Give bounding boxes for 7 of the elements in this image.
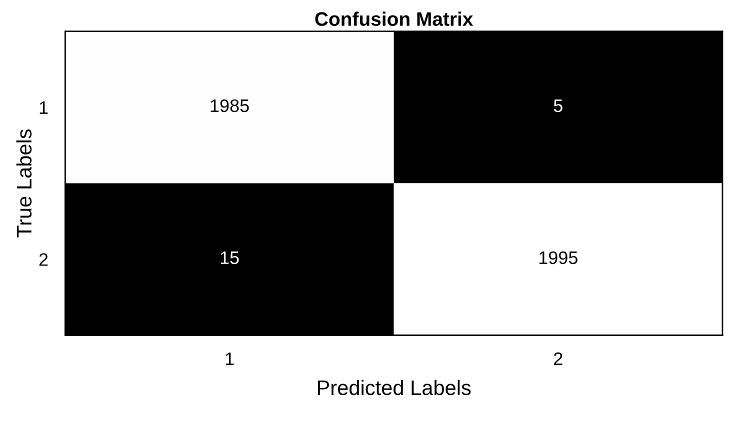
data-label: 5: [554, 100, 562, 112]
chart-title: Confusion Matrix: [315, 12, 474, 26]
data-label: 1985: [210, 99, 249, 112]
data-label: 15: [220, 252, 239, 264]
data-label: 1995: [539, 251, 578, 264]
x-axis-title: Predicted Labels: [318, 380, 471, 396]
y-axis-title: True Labels: [16, 129, 32, 238]
